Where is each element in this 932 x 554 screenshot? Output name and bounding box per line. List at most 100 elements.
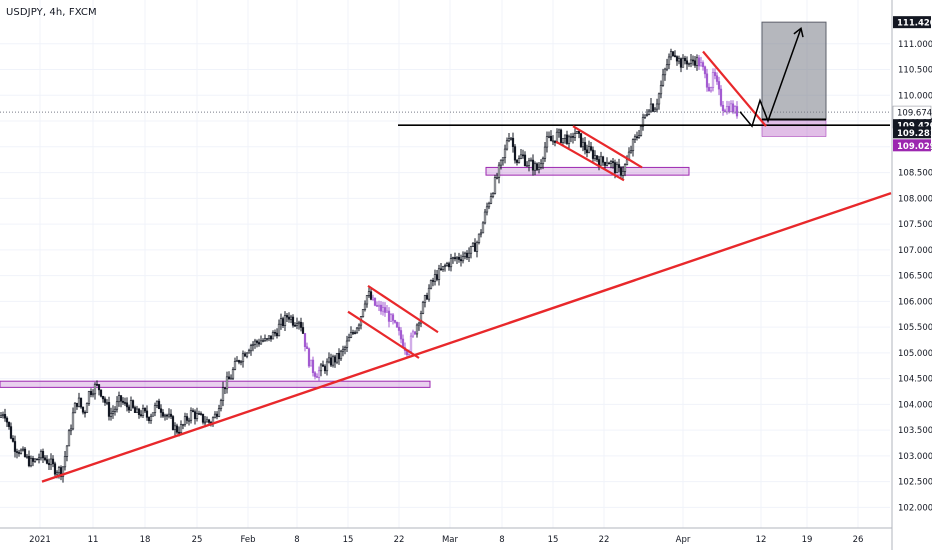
candle-body: [693, 60, 697, 66]
candle-body: [663, 68, 667, 76]
candle-body: [245, 352, 249, 357]
candle-body: [123, 402, 127, 404]
candle-body: [335, 353, 339, 363]
grid-lines: [0, 0, 890, 528]
candle-body: [39, 451, 43, 459]
flag-channel-line-1[interactable]: [367, 284, 439, 334]
candle-body: [461, 256, 465, 262]
x-tick-label: 15: [548, 535, 559, 545]
candle-body: [25, 455, 29, 458]
candle-body: [619, 167, 623, 176]
candle-body: [167, 413, 171, 417]
candle-body: [67, 430, 71, 447]
candle-body: [649, 103, 653, 112]
projection-path[interactable]: [739, 28, 802, 128]
candle-body: [705, 73, 709, 88]
candle-body: [127, 406, 131, 411]
candle-body: [175, 425, 179, 433]
candle-body: [47, 463, 51, 466]
candle-body: [513, 146, 517, 161]
y-tick-label: 111.000: [898, 40, 932, 50]
candle-body: [79, 397, 83, 408]
ascending-trendline[interactable]: [41, 192, 892, 483]
y-tick-label: 110.500: [898, 66, 932, 76]
candle-body: [479, 232, 483, 235]
x-tick-label: 11: [88, 535, 99, 545]
candle-body: [205, 419, 209, 423]
candle-body: [615, 164, 619, 174]
candle-body: [187, 419, 191, 422]
price-badge-0[interactable]: [893, 16, 931, 29]
candle-body: [231, 369, 235, 379]
long-position-tool[interactable]: [761, 21, 827, 137]
drawings[interactable]: [0, 27, 892, 483]
candle-body: [227, 376, 231, 380]
candle-body: [363, 303, 367, 310]
candle-body: [75, 402, 79, 407]
candle-body: [73, 402, 77, 414]
position-loss-zone[interactable]: [761, 119, 827, 137]
candle-body: [371, 297, 375, 300]
candle-body: [297, 321, 301, 325]
candle-body: [483, 211, 487, 224]
candle-body: [379, 304, 383, 312]
price-badge-3[interactable]: [893, 126, 931, 139]
candle-body: [451, 257, 455, 259]
candle-body: [261, 340, 265, 342]
candle-body: [411, 331, 415, 337]
candle-body: [189, 410, 193, 421]
support-zone-0: [0, 380, 431, 388]
candle-body: [629, 150, 633, 153]
candle-body: [645, 114, 649, 116]
candle-body: [373, 297, 377, 306]
candle-body: [529, 159, 533, 162]
candle-body: [729, 103, 733, 112]
x-tick-label: 25: [192, 535, 203, 545]
candle-body: [531, 159, 535, 171]
projection-arrow-head[interactable]: [793, 27, 804, 38]
flag-channel-line-3[interactable]: [572, 125, 643, 169]
candle-body: [485, 206, 489, 213]
y-tick-label: 104.000: [898, 400, 932, 410]
candle-body: [497, 164, 501, 178]
candle-body: [121, 400, 125, 403]
candle-body: [101, 395, 105, 400]
candle-body: [357, 324, 361, 329]
flag-channel-line-2[interactable]: [555, 140, 625, 182]
candle-body: [51, 458, 55, 465]
flag-channel-line-0[interactable]: [347, 310, 420, 359]
candle-body: [695, 57, 699, 66]
candle-body: [467, 252, 471, 258]
candle-body: [409, 335, 413, 352]
y-tick-label: 103.500: [898, 426, 932, 436]
candle-body: [89, 391, 93, 395]
candle-body: [439, 268, 443, 271]
candle-body: [185, 416, 189, 421]
candle-body: [685, 60, 689, 65]
candle-body: [707, 86, 711, 92]
x-tick-label: 2021: [29, 535, 51, 545]
candle-body: [719, 88, 723, 106]
y-tick-label: 110.000: [898, 91, 932, 101]
price-badge-4[interactable]: [893, 139, 931, 152]
candle-body: [307, 348, 311, 367]
candle-body: [617, 164, 621, 168]
candle-body: [673, 55, 677, 57]
candle-body: [305, 346, 309, 349]
candle-body: [119, 395, 123, 402]
candle-body: [351, 332, 355, 334]
candle-body: [469, 245, 473, 254]
candle-body: [229, 377, 233, 380]
candle-body: [321, 364, 325, 367]
candle-body: [727, 105, 731, 112]
candle-body: [659, 84, 663, 95]
candle-body: [621, 171, 625, 176]
candle-body: [607, 162, 611, 165]
candle-body: [213, 413, 217, 419]
candle-body: [463, 252, 467, 257]
position-profit-zone[interactable]: [761, 21, 827, 121]
candle-body: [657, 93, 661, 105]
candle-body: [135, 408, 139, 413]
